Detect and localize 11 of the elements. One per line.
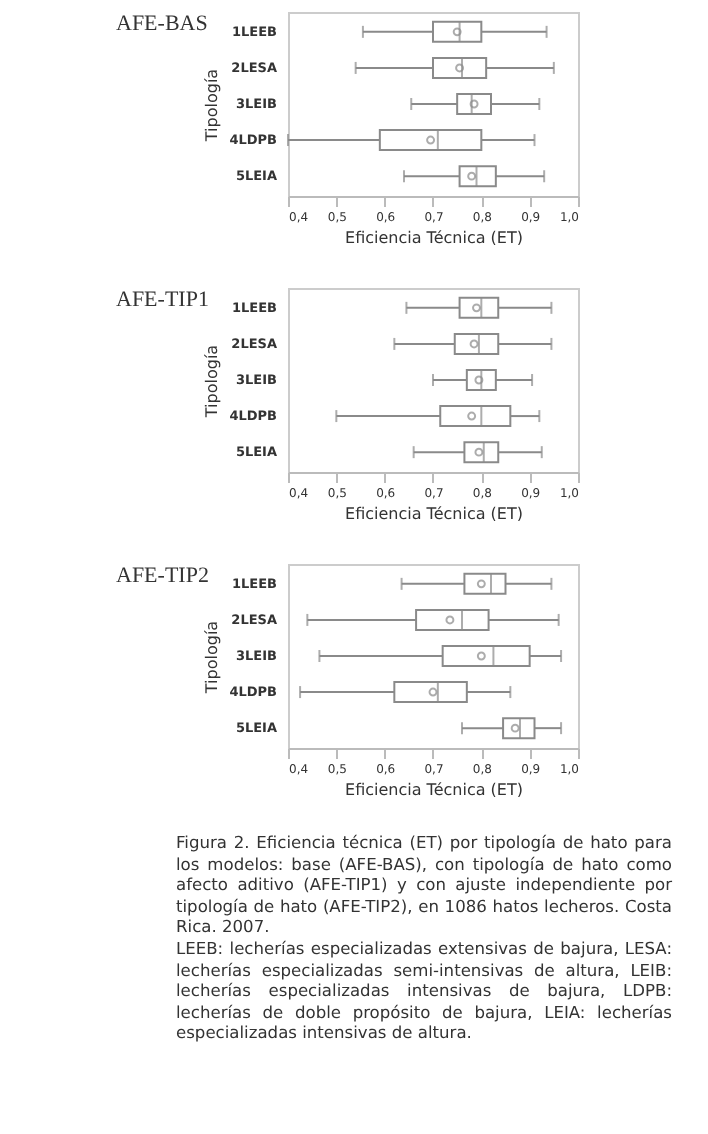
- x-axis-title: Eficiencia Técnica (ET): [345, 781, 523, 799]
- text: Figura 2. Eficiencia técnica (ET) por tipología de hato para los modelos: base (AFE-BAS), con tipología de hato como afecto aditivo (AFE-TIP1) y con ajuste independiente por tipología de hato (AFE-TIP2), en 1086 hatos lecheros. Costa Rica. 2007.: [176, 832, 672, 939]
- chart-title: AFE-TIP2: [116, 564, 209, 588]
- y-axis-title: Tipología: [203, 68, 222, 144]
- x-axis-title: Eficiencia Técnica (ET): [345, 505, 523, 523]
- text: LEEB: lecherías especializadas extensivas de bajura, LESA: lecherías especializadas semi-intensivas de altura, LEIB: lecherías especializadas intensivas de bajura, LDPB: lecherías de doble propósito de bajura, LEIA: lecherías especializadas intensivas de altura.: [176, 938, 672, 1045]
- chart-title: AFE-TIP1: [116, 288, 209, 312]
- y-axis-title: Tipología: [203, 620, 222, 696]
- chart-title: AFE-BAS: [116, 12, 208, 36]
- x-axis-title: Eficiencia Técnica (ET): [345, 229, 523, 247]
- y-axis-title: Tipología: [203, 344, 222, 420]
